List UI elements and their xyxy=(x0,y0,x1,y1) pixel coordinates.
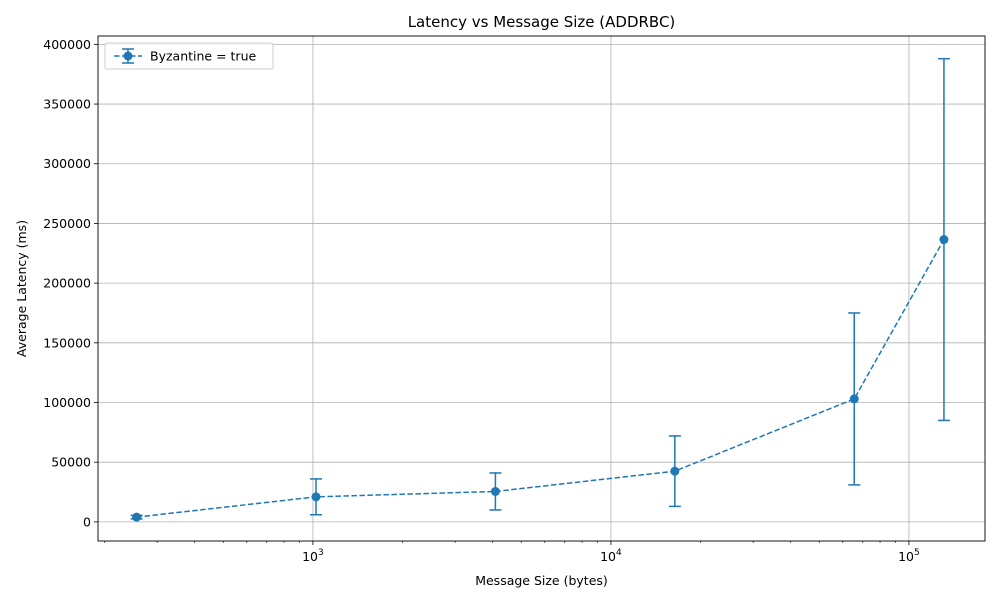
data-point xyxy=(132,512,142,522)
legend-marker-dot xyxy=(123,51,133,61)
legend-marker xyxy=(114,48,142,64)
series-line xyxy=(136,239,945,518)
x-tick-label: 104 xyxy=(600,548,622,564)
plot-frame xyxy=(97,35,986,542)
data-point xyxy=(849,394,859,404)
y-tick-label: 150000 xyxy=(43,335,91,350)
data-point xyxy=(670,466,680,476)
grid-lines xyxy=(98,36,985,541)
y-axis-label: Average Latency (ms) xyxy=(14,220,29,357)
x-tick-label: 105 xyxy=(898,548,920,564)
data-layer xyxy=(130,57,950,522)
data-point xyxy=(311,492,321,502)
y-tick-label: 250000 xyxy=(43,216,91,231)
y-tick-label: 50000 xyxy=(51,455,91,470)
legend-label: Byzantine = true xyxy=(150,49,256,64)
y-tick-label: 350000 xyxy=(43,97,91,112)
x-axis-label: Message Size (bytes) xyxy=(475,573,608,588)
x-tick-label: 103 xyxy=(302,548,324,564)
data-point xyxy=(939,235,949,245)
y-tick-label: 300000 xyxy=(43,156,91,171)
x-axis: 103 104 105 xyxy=(104,541,920,564)
y-tick-label: 400000 xyxy=(43,37,91,52)
legend-box xyxy=(104,42,274,70)
y-tick-label: 200000 xyxy=(43,276,91,291)
y-tick-label: 0 xyxy=(83,514,91,529)
chart-title: Latency vs Message Size (ADDRBC) xyxy=(408,13,676,31)
legend: Byzantine = true xyxy=(104,42,274,70)
data-point xyxy=(490,486,500,496)
y-tick-label: 100000 xyxy=(43,395,91,410)
y-axis: 0 50000 100000 150000 200000 250000 300000 3500… xyxy=(43,37,98,529)
